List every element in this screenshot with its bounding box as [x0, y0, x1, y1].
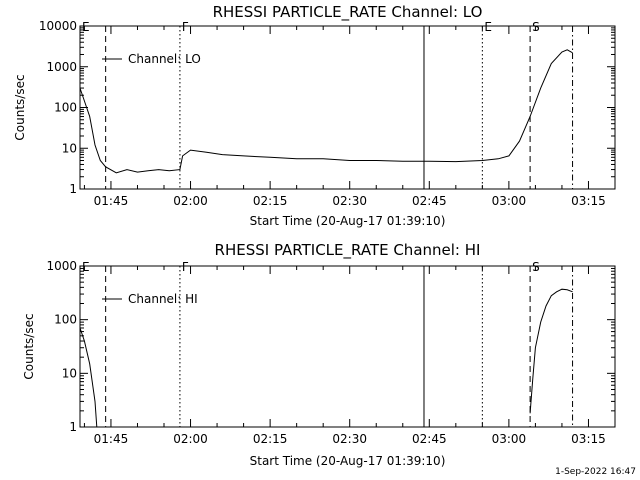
x-tick-label: 03:00 [492, 194, 527, 208]
y-tick-label: 1000 [46, 259, 77, 273]
event-marker-label: F [182, 260, 189, 274]
chart-title: RHESSI PARTICLE_RATE Channel: HI [215, 241, 481, 260]
event-marker-label: F [182, 20, 189, 34]
legend-label: Channel: LO [128, 52, 201, 66]
series-line-hi [79, 327, 98, 428]
chart-hi-panel: RHESSI PARTICLE_RATE Channel: HI 1 10 100 10… [22, 241, 616, 468]
series-line-lo [79, 49, 573, 174]
x-tick-label: 01:45 [94, 432, 129, 446]
event-marker-label: E [82, 20, 90, 34]
x-tick-label: 02:00 [173, 194, 208, 208]
chart-title: RHESSI PARTICLE_RATE Channel: LO [213, 3, 483, 22]
x-tick-label: 02:15 [253, 194, 288, 208]
series-line-hi [529, 288, 573, 414]
legend-label: Channel: HI [128, 292, 198, 306]
event-marker-label: E [82, 260, 90, 274]
x-tick-label: 02:45 [412, 432, 447, 446]
y-tick-label: 10 [62, 366, 77, 380]
x-tick-label: 03:15 [571, 432, 606, 446]
x-tick-label: 01:45 [94, 194, 129, 208]
chart-lo-panel: RHESSI PARTICLE_RATE Channel: LO 1 10 100 10… [13, 3, 616, 228]
x-axis-label: Start Time (20-Aug-17 01:39:10) [250, 454, 446, 468]
plot-frame [79, 25, 616, 190]
event-marker-label: E [484, 20, 492, 34]
x-tick-label: 03:00 [492, 432, 527, 446]
x-tick-label: 02:45 [412, 194, 447, 208]
event-marker-label: S [532, 260, 540, 274]
y-tick-label: 100 [54, 313, 77, 327]
x-tick-label: 02:30 [332, 432, 367, 446]
y-tick-label: 1 [69, 182, 77, 196]
event-marker-label: S [532, 20, 540, 34]
x-tick-label: 02:15 [253, 432, 288, 446]
y-tick-label: 1 [69, 420, 77, 434]
y-axis-label: Counts/sec [13, 74, 27, 140]
plot-frame [79, 265, 616, 428]
y-axis-label: Counts/sec [22, 313, 36, 379]
y-tick-label: 10000 [39, 19, 77, 33]
y-tick-label: 10 [62, 141, 77, 155]
y-tick-label: 1000 [46, 60, 77, 74]
x-tick-label: 03:15 [571, 194, 606, 208]
y-tick-label: 100 [54, 101, 77, 115]
x-axis-label: Start Time (20-Aug-17 01:39:10) [250, 214, 446, 228]
footer-date: 1-Sep-2022 16:47 [555, 467, 636, 477]
x-tick-label: 02:00 [173, 432, 208, 446]
x-tick-label: 02:30 [332, 194, 367, 208]
